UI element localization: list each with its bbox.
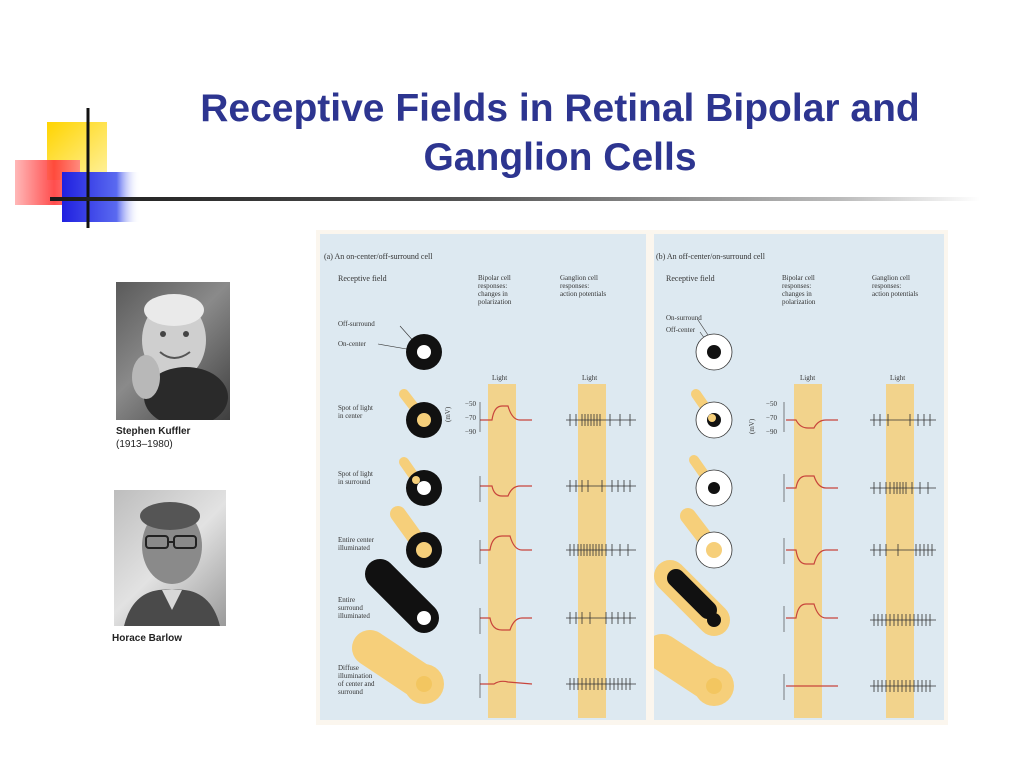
panel-a-graphics — [352, 325, 636, 718]
panel-b-spikes-3 — [870, 544, 936, 556]
panel-a-row-1-label: Spot of light in center — [338, 404, 374, 420]
panel-a-row-5-label: Diffuse illumination of center and surround — [338, 664, 375, 696]
panel-a-trace-4 — [480, 617, 532, 631]
panel-a-spikes-4 — [566, 612, 636, 624]
panel-b-col-receptive: Receptive field — [666, 274, 715, 283]
panel-b-trace-4 — [786, 603, 838, 619]
receptive-field-figure: (a) An on-center/off-surround cell Recep… — [316, 230, 948, 725]
panel-b-label-center: Off-center — [666, 326, 696, 334]
panel-b-tick-50: −50 — [766, 400, 777, 408]
panel-b-bipolar-light-band — [794, 384, 822, 718]
panel-a-spikes-1 — [566, 414, 636, 426]
panel-a-label-center: On-center — [338, 340, 366, 348]
panel-a-tick-50: −50 — [465, 400, 476, 408]
panel-a-col-bipolar: Bipolar cell responses: changes in polariz… — [478, 274, 512, 306]
panel-a-spikes-2 — [566, 480, 636, 492]
barlow-portrait: Horace Barlow — [108, 488, 233, 648]
panel-b-trace-3 — [786, 549, 838, 565]
panel-b-col-ganglion: Ganglion cell responses: action potential… — [872, 274, 919, 298]
panel-a-bipolar-light-band — [488, 384, 516, 718]
panel-a-col-ganglion: Ganglion cell responses: action potential… — [560, 274, 607, 298]
kuffler-name: Stephen Kuffler — [116, 426, 191, 437]
title-line-2: Ganglion Cells — [423, 136, 697, 179]
kuffler-years: (1913–1980) — [116, 439, 173, 450]
panel-a-trace-3 — [480, 535, 532, 551]
panel-b-ganglion-light-band — [886, 384, 914, 718]
title-rule — [50, 197, 980, 201]
kuffler-photo — [116, 282, 230, 420]
panel-a-label-surround: Off-surround — [338, 320, 375, 328]
panel-a-row-3-label: Entire center illuminated — [338, 536, 374, 552]
title-line-1: Receptive Fields in Retinal Bipolar and — [200, 87, 920, 130]
barlow-photo — [114, 490, 226, 626]
panel-b-trace-1 — [786, 419, 838, 429]
panel-b-graphics — [654, 319, 936, 718]
panel-b-light-bipolar: Light — [800, 374, 816, 382]
kuffler-portrait: Stephen Kuffler (1913–1980) — [110, 278, 235, 453]
panel-a-ganglion-light-band — [578, 384, 606, 718]
panel-b-tick-90: −90 — [766, 428, 777, 436]
panel-b-trace-2 — [786, 475, 838, 489]
barlow-name: Horace Barlow — [112, 633, 183, 644]
panel-b-tick-70: −70 — [766, 414, 777, 422]
panel-b-spikes-1 — [870, 414, 936, 426]
panel-a-heading: (a) An on-center/off-surround cell — [324, 252, 433, 261]
panel-a: (a) An on-center/off-surround cell Recep… — [320, 234, 646, 720]
panel-a-tick-90: −90 — [465, 428, 476, 436]
panel-a-field-row-4 — [417, 611, 431, 625]
panel-b-label-surround: On-surround — [666, 314, 702, 322]
panel-a-light-ganglion: Light — [582, 374, 598, 382]
slide-title: Receptive Fields in Retinal Bipolar and … — [120, 84, 1000, 182]
panel-a-trace-2 — [480, 485, 532, 497]
panel-b-light-ganglion: Light — [890, 374, 906, 382]
panel-b: (b) An off-center/on-surround cell Recep… — [654, 234, 944, 720]
panel-b-spikes-2 — [870, 482, 936, 494]
panel-b-spikes-4 — [870, 614, 936, 626]
panel-a-tick-70: −70 — [465, 414, 476, 422]
panel-a-trace-1 — [480, 405, 532, 421]
panel-b-field-row-4 — [707, 613, 721, 627]
panel-a-light-bipolar: Light — [492, 374, 508, 382]
panel-a-trace-5 — [480, 680, 533, 685]
panel-a-col-receptive: Receptive field — [338, 274, 387, 283]
panel-a-spikes-3 — [566, 544, 636, 556]
panel-a-row-4-label: Entire surround illuminated — [338, 596, 370, 620]
panel-a-row-2-label: Spot of light in surround — [338, 470, 374, 486]
panel-b-col-bipolar: Bipolar cell responses: changes in polariz… — [782, 274, 816, 306]
panel-b-spikes-5 — [870, 680, 936, 692]
panel-b-heading: (b) An off-center/on-surround cell — [656, 252, 765, 261]
panel-a-spikes-5 — [566, 678, 636, 690]
